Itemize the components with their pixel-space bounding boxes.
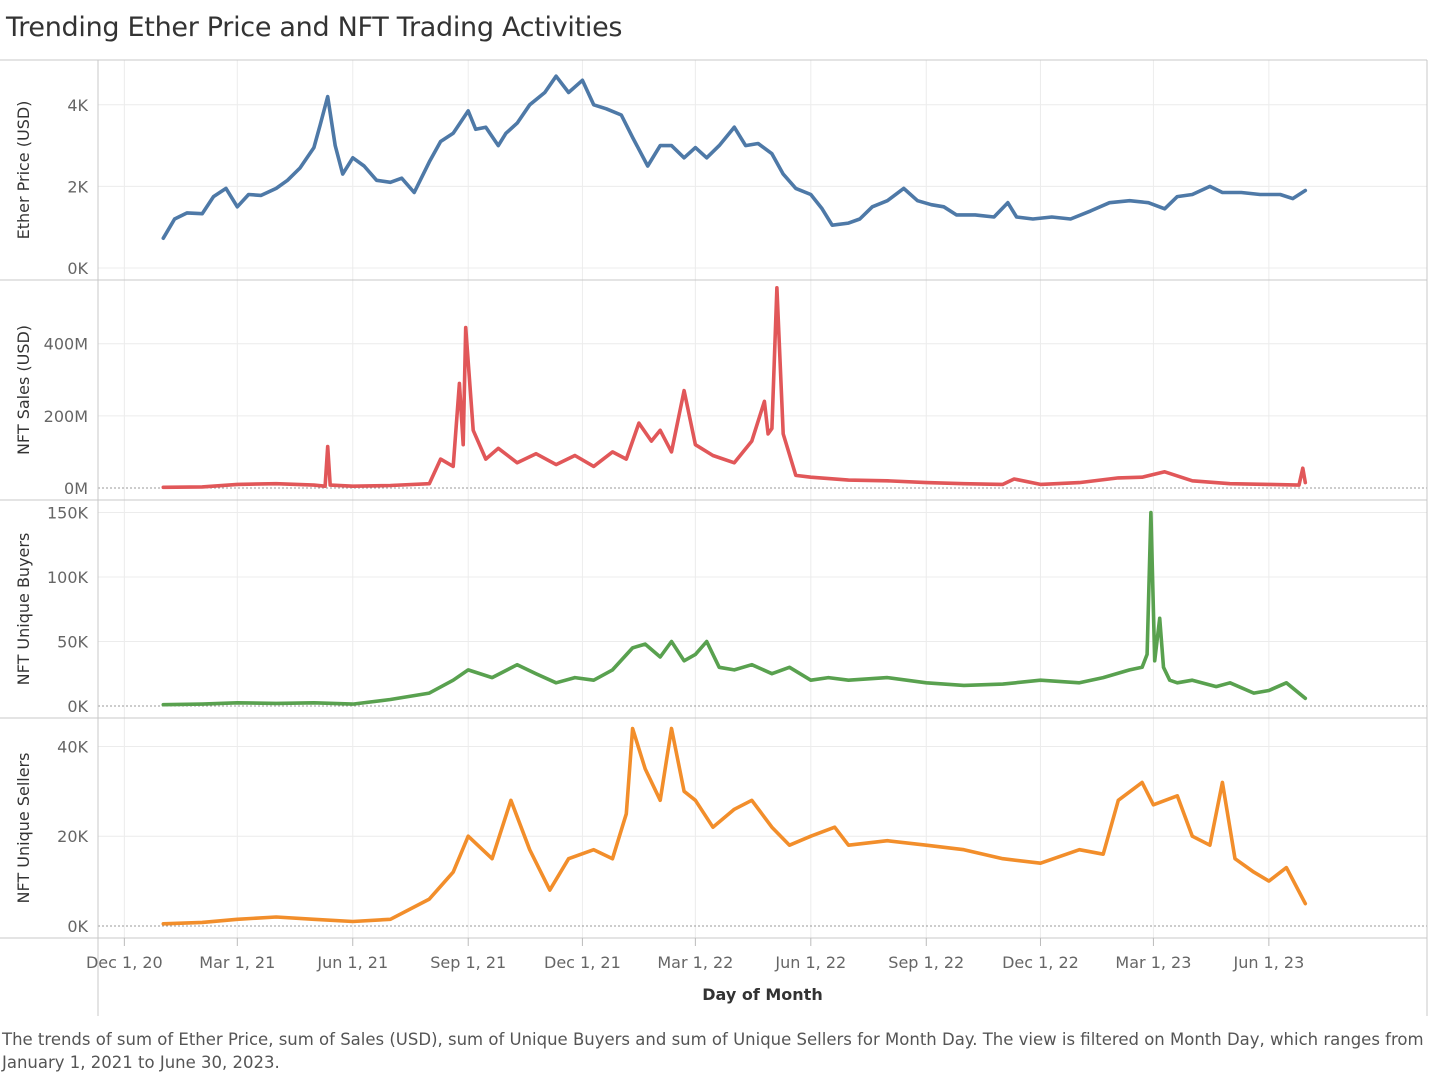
y-axis-label: NFT Unique Buyers <box>14 533 33 686</box>
chart-title: Trending Ether Price and NFT Trading Act… <box>6 12 623 43</box>
y-tick-label: 0M <box>64 479 88 498</box>
panel-4: 0K 20K 40K NFT Unique Sellers <box>0 726 1427 939</box>
y-tick-label: 400M <box>44 335 88 354</box>
panels-layer: 0K 2K 4K Ether Price (USD) 0M 200M 400M NFT Sal… <box>0 74 1427 939</box>
chart-area: 0K 2K 4K Ether Price (USD) 0M 200M 400M NFT Sal… <box>0 59 1428 1016</box>
y-tick-label: 150K <box>47 503 89 522</box>
x-tick-label: Mar 1, 22 <box>657 953 733 972</box>
x-tick-label: Jun 1, 23 <box>1232 953 1304 972</box>
series-line <box>161 510 1308 707</box>
chart-caption: The trends of sum of Ether Price, sum of… <box>2 1030 1424 1072</box>
y-tick-label: 100K <box>47 568 89 587</box>
y-tick-label: 50K <box>57 632 88 651</box>
x-tick-label: Jun 1, 21 <box>316 953 388 972</box>
panel-3: 0K 50K 100K 150K NFT Unique Buyers <box>0 503 1427 719</box>
series-line <box>161 726 1308 926</box>
y-tick-label: 4K <box>67 96 88 115</box>
grid-layer <box>123 60 1270 938</box>
panel-1: 0K 2K 4K Ether Price (USD) <box>0 74 1427 281</box>
x-tick-label: Dec 1, 20 <box>86 953 163 972</box>
series-line <box>161 286 1308 490</box>
x-tick-label: Sep 1, 21 <box>430 953 506 972</box>
x-tick-label: Dec 1, 21 <box>544 953 621 972</box>
y-tick-label: 0K <box>67 259 88 278</box>
y-tick-label: 200M <box>44 407 88 426</box>
x-axis: Dec 1, 20 Mar 1, 21 Jun 1, 21 Sep 1, 21 Dec … <box>0 59 1428 1016</box>
x-tick-label: Mar 1, 23 <box>1115 953 1191 972</box>
x-tick-label: Dec 1, 22 <box>1002 953 1079 972</box>
x-axis-label: Day of Month <box>702 985 822 1004</box>
y-axis-label: NFT Sales (USD) <box>14 325 33 455</box>
y-tick-label: 0K <box>67 917 88 936</box>
y-axis-label: Ether Price (USD) <box>14 101 33 240</box>
series-line <box>161 74 1308 240</box>
x-tick-label: Jun 1, 22 <box>774 953 846 972</box>
y-tick-label: 20K <box>57 827 88 846</box>
y-tick-label: 40K <box>57 737 88 756</box>
y-tick-label: 0K <box>67 697 88 716</box>
y-tick-label: 2K <box>67 177 88 196</box>
x-tick-label: Sep 1, 22 <box>888 953 964 972</box>
y-axis-label: NFT Unique Sellers <box>14 753 33 904</box>
x-tick-label: Mar 1, 21 <box>199 953 275 972</box>
panel-2: 0M 200M 400M NFT Sales (USD) <box>0 286 1427 501</box>
